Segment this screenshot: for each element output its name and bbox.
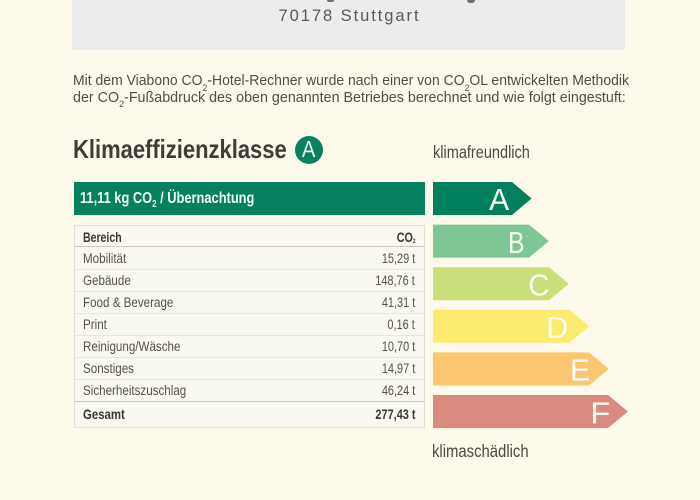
svg-text:B: B	[508, 226, 525, 260]
svg-text:D: D	[546, 310, 568, 345]
svg-text:F: F	[590, 395, 610, 429]
svg-text:C: C	[528, 269, 549, 303]
svg-text:A: A	[489, 183, 510, 218]
svg-text:E: E	[570, 353, 590, 388]
